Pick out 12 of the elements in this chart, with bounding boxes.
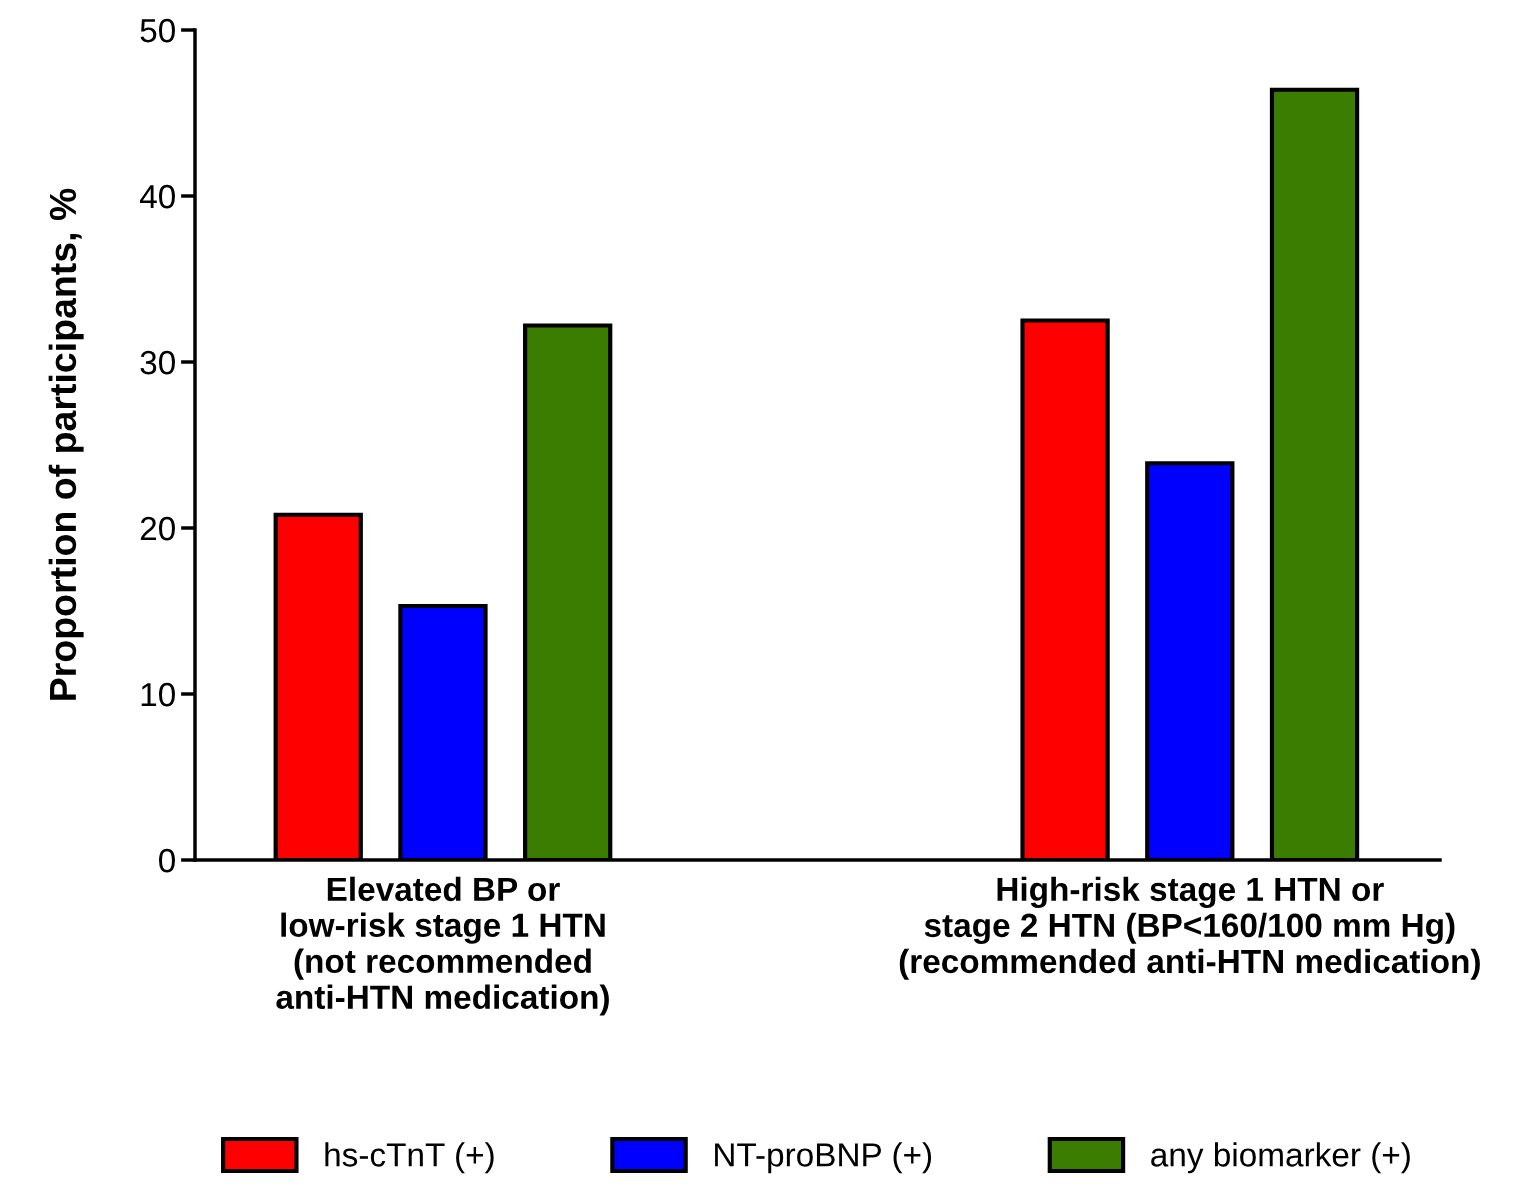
- legend-label: NT-proBNP (+): [715, 1142, 932, 1174]
- x-tick-label: Elevated BP or low-risk stage 1 HTN (not recommended anti-HTN medication): [276, 876, 609, 1016]
- y-tick-label: 30: [140, 350, 175, 375]
- y-tick-label: 40: [139, 184, 175, 209]
- y-tick-label: 20: [140, 516, 175, 541]
- y-tick-label: 50: [140, 18, 175, 43]
- y-tick-label: 10: [141, 682, 175, 707]
- legend-label: hs-cTnT (+): [325, 1142, 494, 1174]
- legend-label: any biomarker (+): [1151, 1142, 1410, 1174]
- y-axis-title: Proportion of participants, %: [48, 188, 84, 700]
- x-tick-label: High-risk stage 1 HTN or stage 2 HTN (BP<160/100 mm Hg) (recommended anti-HTN medication): [899, 876, 1480, 980]
- y-tick-label: 0: [159, 848, 175, 873]
